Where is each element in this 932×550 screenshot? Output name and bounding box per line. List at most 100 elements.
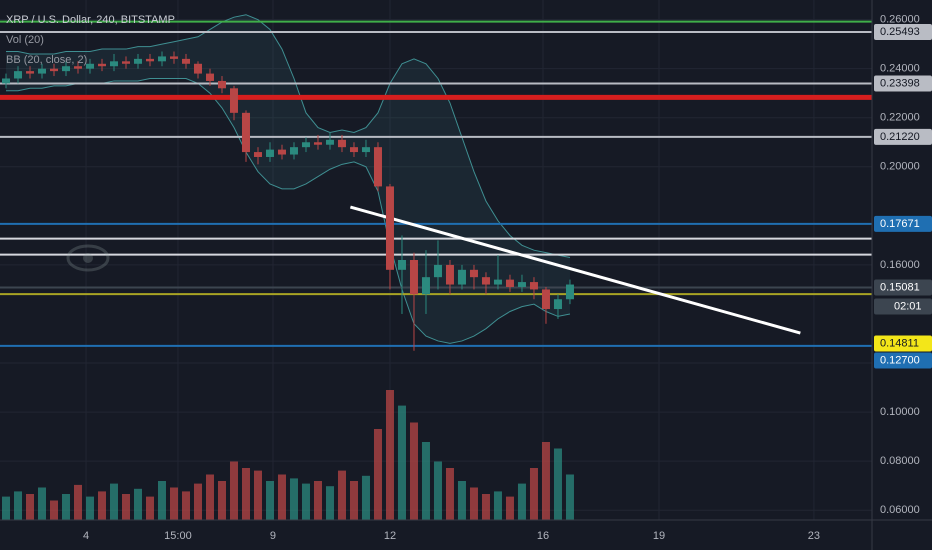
candle-body [325, 139, 334, 145]
volume-bar [541, 442, 550, 520]
price-label-bg [874, 75, 932, 92]
candles [1, 51, 574, 351]
volume-bar [169, 487, 178, 520]
volume-bar [529, 468, 538, 520]
y-tick-label: 0.06000 [880, 504, 920, 516]
candle-body [97, 63, 106, 67]
volume-bar [205, 474, 214, 520]
volume-bar [97, 491, 106, 520]
volume-bar [289, 478, 298, 520]
x-tick-label: 12 [384, 530, 396, 542]
x-tick-label: 9 [270, 530, 276, 542]
candle-body [481, 277, 490, 285]
trend-line [349, 205, 801, 335]
x-tick-label: 4 [83, 530, 89, 542]
x-tick-label: 16 [537, 530, 549, 542]
axes: 0.260000.240000.220000.200000.160000.120… [83, 14, 932, 542]
candle-body [553, 299, 562, 310]
candle-body [193, 63, 202, 74]
x-tick-label: 23 [808, 530, 820, 542]
candle-body [541, 289, 550, 310]
watermark [66, 244, 110, 272]
candle-body [217, 80, 226, 89]
price-label: 0.21220 [880, 131, 920, 143]
candle-body [289, 147, 298, 155]
indicator-label: Vol (20) [6, 34, 44, 46]
candle-body [169, 56, 178, 59]
candle-body [373, 147, 382, 187]
volume-bar [25, 494, 34, 520]
candle-body [397, 260, 406, 270]
volume-bar [229, 461, 238, 520]
candle-body [565, 284, 574, 300]
x-tick-label: 19 [653, 530, 665, 542]
volume-bar [505, 496, 514, 520]
candle-body [457, 269, 466, 285]
candle-body [529, 282, 538, 290]
candle-body [145, 58, 154, 62]
volume-bar [445, 468, 454, 520]
volume-bar [181, 491, 190, 520]
candle-body [493, 279, 502, 285]
candle-body [1, 78, 10, 84]
y-tick-label: 0.24000 [880, 63, 920, 75]
price-label: 0.23398 [880, 77, 920, 89]
volume-bar [337, 470, 346, 520]
volume-bar [85, 496, 94, 520]
y-tick-label: 0.10000 [880, 406, 920, 418]
candle-body [277, 149, 286, 155]
grid [0, 0, 872, 520]
y-tick-label: 0.20000 [880, 161, 920, 173]
candle-body [241, 112, 250, 153]
x-tick-label: 15:00 [164, 530, 192, 542]
price-label: 0.17671 [880, 218, 920, 230]
volume-bar [49, 500, 58, 520]
volume-bar [265, 481, 274, 520]
volume-bar [457, 481, 466, 520]
volume-bar [517, 483, 526, 520]
volume-bar [409, 422, 418, 520]
candle-body [181, 58, 190, 64]
volume-bar [349, 481, 358, 520]
chart-title: XRP / U.S. Dollar, 240, BITSTAMP [6, 14, 175, 26]
levels [0, 20, 872, 347]
volume-bar [361, 475, 370, 520]
volume-bar [301, 483, 310, 520]
volume-bar [313, 481, 322, 520]
candle-body [409, 260, 418, 295]
candle-body [517, 282, 526, 287]
candle-body [253, 152, 262, 157]
candle-body [445, 264, 454, 285]
price-label: 0.15081 [880, 281, 920, 293]
candle-body [421, 277, 430, 295]
volume-bar [481, 494, 490, 520]
candle-body [505, 279, 514, 287]
volume-bar [397, 405, 406, 520]
candle-body [313, 142, 322, 145]
candle-body [121, 61, 130, 64]
volume-bar [133, 488, 142, 520]
volume-bar [61, 494, 70, 520]
volume-bar [13, 491, 22, 520]
price-label: 0.12700 [880, 354, 920, 366]
volume-bar [1, 496, 10, 520]
candle-body [37, 68, 46, 74]
indicator-label: BB (20, close, 2) [6, 54, 87, 66]
candle-body [157, 56, 166, 62]
y-tick-label: 0.08000 [880, 455, 920, 467]
price-label-bg [874, 352, 932, 369]
candle-body [13, 71, 22, 79]
candle-body [229, 88, 238, 113]
y-tick-label: 0.16000 [880, 259, 920, 271]
volume-bar [433, 461, 442, 520]
candle-body [85, 63, 94, 69]
volume-bar [253, 470, 262, 520]
volume-bar [493, 491, 502, 520]
y-tick-label: 0.26000 [880, 14, 920, 26]
volume-bar [73, 484, 82, 520]
volume-bar [241, 468, 250, 520]
candle-body [49, 68, 58, 72]
